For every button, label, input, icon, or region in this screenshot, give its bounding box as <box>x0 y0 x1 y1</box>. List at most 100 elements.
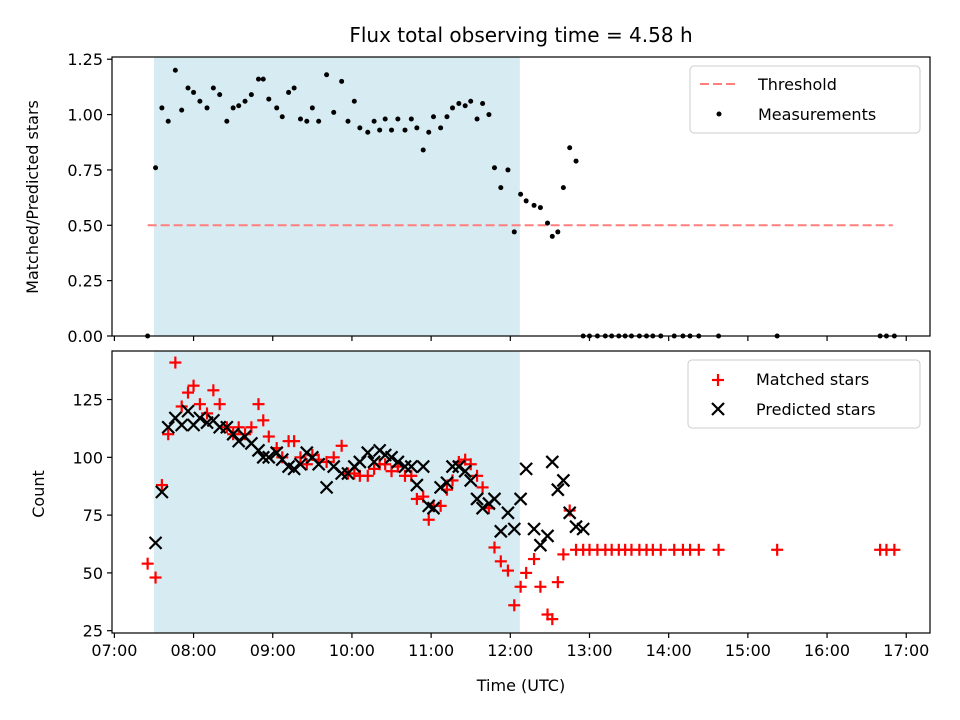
matched-star-point <box>162 428 175 441</box>
bottom-legend: Matched stars Predicted stars <box>687 359 921 429</box>
xtick-label: 13:00 <box>566 641 612 660</box>
measurement-point <box>395 116 401 122</box>
measurement-point <box>248 92 254 98</box>
matched-star-point <box>348 467 361 480</box>
measurement-point <box>286 89 292 95</box>
predicted-star-point <box>463 473 478 488</box>
predicted-star-point <box>452 459 466 474</box>
measurement-point <box>486 112 492 118</box>
predicted-star-point <box>475 501 490 515</box>
matched-star-point <box>771 543 784 556</box>
bottom-ytick-label: 100 <box>72 448 103 467</box>
measurement-point <box>304 118 310 124</box>
bottom-ytick-label: 75 <box>83 506 103 525</box>
matched-star-point <box>520 566 533 579</box>
matched-star-point <box>335 439 348 452</box>
measurement-point <box>456 101 462 106</box>
xtick-label: 17:00 <box>883 641 929 660</box>
measurement-point <box>444 114 450 120</box>
measurement-point <box>260 76 266 82</box>
top-shaded-band <box>153 57 520 336</box>
bottom-panel: 25 50 75 100 125 07:00 08:00 09:00 10:00 11:00 12… <box>29 350 931 695</box>
matched-star-point <box>141 557 154 570</box>
measurement-point <box>371 118 377 124</box>
predicted-star-point <box>519 462 533 476</box>
measurement-point <box>242 98 248 104</box>
xtick-label: 10:00 <box>329 641 375 660</box>
measurement-point <box>357 125 363 131</box>
matched-star-point <box>379 458 392 471</box>
measurement-point <box>377 127 383 133</box>
measurement-point <box>560 185 566 191</box>
xtick-label: 14:00 <box>646 641 692 660</box>
measurement-point <box>204 105 210 111</box>
measurement-point <box>309 105 315 111</box>
matched-star-point <box>534 580 547 593</box>
predicted-star-point <box>533 538 548 552</box>
measurement-point <box>567 145 573 151</box>
measurement-point <box>172 67 178 73</box>
matched-star-point <box>300 458 313 471</box>
predicted-star-point <box>181 404 195 418</box>
predicted-star-point <box>155 485 169 499</box>
top-legend: Threshold Measurements <box>689 65 921 134</box>
measurement-point <box>382 116 388 122</box>
predicted-star-point <box>161 420 176 435</box>
measurement-point <box>545 220 551 226</box>
matched-star-point <box>551 576 564 589</box>
xtick-label: 12:00 <box>487 641 533 660</box>
measurement-point <box>179 107 185 113</box>
predicted-star-point <box>319 480 334 495</box>
measurement-point <box>573 158 579 164</box>
legend-matched-label: Matched stars <box>756 370 869 389</box>
measurement-point <box>210 85 216 91</box>
predicted-star-point <box>440 475 454 490</box>
predicted-star-point <box>426 501 441 515</box>
top-panel: 0.00 0.25 0.50 0.75 1.00 1.25 Matched/Predict… <box>23 50 931 346</box>
matched-star-point <box>294 451 307 464</box>
predicted-star-point <box>458 464 472 478</box>
measurement-point <box>191 89 197 95</box>
measurement-point <box>324 72 330 78</box>
matched-star-point <box>508 599 521 612</box>
matched-star-point <box>712 543 725 556</box>
top-ytick-label: 0.50 <box>67 216 103 235</box>
bottom-ytick-label: 125 <box>72 391 103 410</box>
xtick-label: 16:00 <box>804 641 850 660</box>
predicted-star-point <box>193 411 207 425</box>
matched-star-point <box>213 398 226 411</box>
measurement-point <box>549 233 555 239</box>
measurement-point <box>297 116 303 122</box>
matched-star-point <box>888 543 901 556</box>
predicted-star-point <box>293 457 308 472</box>
measurement-point <box>165 118 171 124</box>
bottom-plot-area <box>141 356 901 626</box>
top-ytick-label: 0.00 <box>67 327 103 346</box>
matched-star-point <box>252 398 265 411</box>
bottom-ylabel: Count <box>29 470 48 518</box>
top-ytick-label: 0.75 <box>67 161 103 180</box>
matched-star-point <box>182 386 195 399</box>
legend-threshold-label: Threshold <box>757 75 837 94</box>
predicted-star-point <box>262 450 276 465</box>
predicted-star-point <box>513 492 528 506</box>
bottom-legend-box <box>687 359 921 429</box>
measurement-point <box>255 76 261 82</box>
measurement-point <box>505 167 511 173</box>
predicted-star-point <box>416 459 430 474</box>
matched-star-point <box>692 543 705 556</box>
bottom-x-axis: 07:00 08:00 09:00 10:00 11:00 12:00 13:00 14:00… <box>91 633 929 660</box>
matched-star-point <box>476 481 489 494</box>
measurement-point <box>224 118 230 124</box>
measurement-point <box>450 105 456 111</box>
matched-star-point <box>501 564 514 577</box>
matched-star-point <box>557 548 570 561</box>
matched-star-point <box>207 384 220 397</box>
measurement-point <box>185 85 191 91</box>
measurement-point <box>491 165 497 171</box>
top-y-axis: 0.00 0.25 0.50 0.75 1.00 1.25 <box>67 50 112 346</box>
matched-star-point <box>514 580 527 593</box>
measurement-point <box>339 78 345 84</box>
matched-star-point <box>464 458 477 471</box>
xlabel: Time (UTC) <box>476 676 565 695</box>
